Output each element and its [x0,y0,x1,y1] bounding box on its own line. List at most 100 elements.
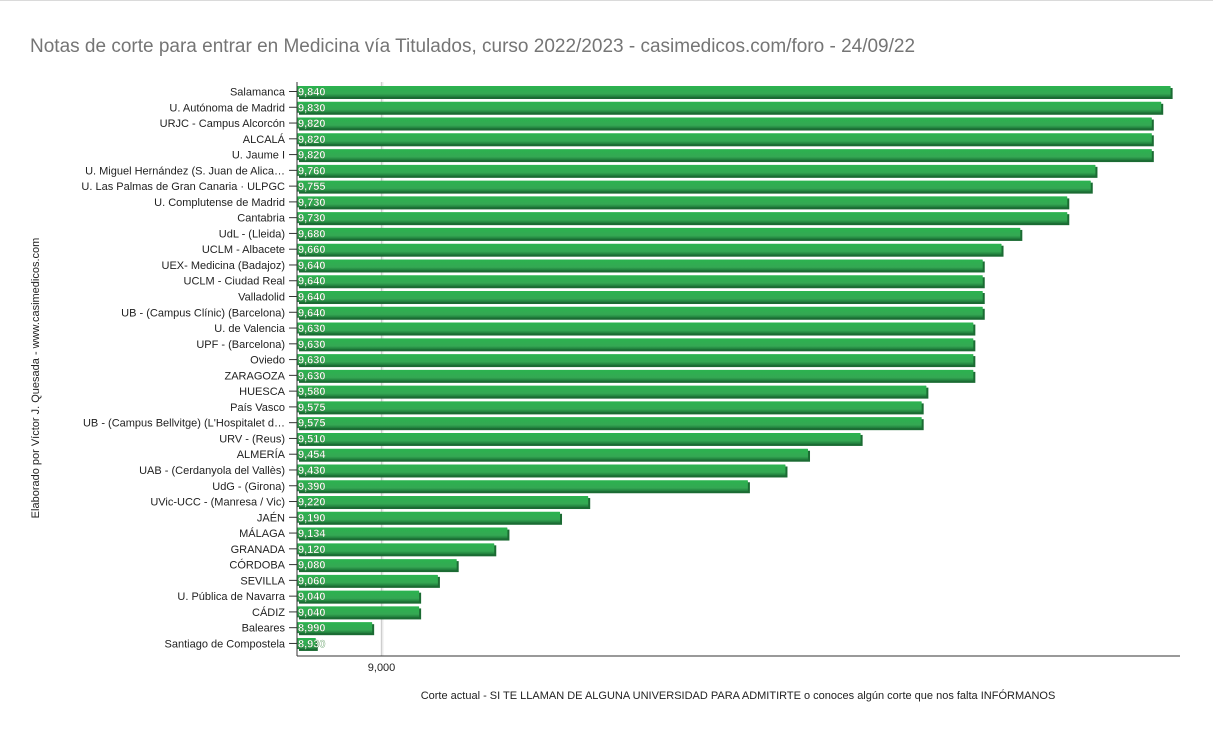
bar [297,527,508,539]
data-label: 9,454 [298,449,326,461]
data-label: 9,630 [298,323,326,335]
data-label: 9,820 [298,134,326,146]
bar [297,480,748,492]
category-label: Baleares [242,623,286,635]
data-label: 9,640 [298,307,326,319]
category-label: U. Las Palmas de Gran Canaria · ULPGC [81,181,285,193]
bar [297,133,1152,145]
data-label: 9,730 [298,197,326,209]
chart-title: Notas de corte para entrar en Medicina v… [30,36,916,57]
data-label: 9,060 [298,575,326,587]
bar [297,511,561,523]
bar [297,164,1096,176]
category-label: UPF - (Barcelona) [196,339,285,351]
category-label: UB - (Campus Bellvitge) (L'Hospitalet d… [83,418,285,430]
bar [297,180,1091,192]
data-label: 9,220 [298,497,326,509]
bar [297,86,1171,97]
data-label: 9,575 [298,418,326,430]
bar [297,637,316,649]
bar [297,338,974,350]
category-label: GRANADA [231,544,286,556]
data-label: 9,040 [298,607,326,619]
data-label: 9,430 [298,465,326,477]
data-label: 9,640 [298,292,326,304]
category-label: HUESCA [239,386,286,398]
category-label: UCLM - Ciudad Real [184,276,285,288]
category-label: U. Complutense de Madrid [154,197,285,209]
bar [297,574,438,586]
category-label: UCLM - Albacete [202,244,285,256]
category-label: MÁLAGA [239,527,286,540]
data-label: 9,730 [298,213,326,225]
bar [297,369,974,381]
data-label: 9,575 [298,402,326,414]
data-label: 9,660 [298,244,326,256]
category-label: URJC - Campus Alcorcón [160,118,285,130]
category-label: UAB - (Cerdanyola del Vallès) [139,465,285,477]
bar [297,432,861,444]
category-label: U. Pública de Navarra [177,591,285,603]
data-label: 8,930 [298,638,326,650]
category-label: ALMERÍA [237,448,286,461]
bar [297,401,922,413]
category-label: Valladolid [238,292,285,304]
bar [297,417,922,429]
bar [297,354,974,366]
category-label: ZARAGOZA [224,370,285,382]
bar [297,259,983,271]
bar [297,196,1068,208]
data-label: 9,080 [298,560,326,572]
category-label: País Vasco [230,402,285,414]
category-label: SEVILLA [240,575,285,587]
data-label: 9,680 [298,228,326,240]
bar [297,496,589,508]
data-label: 9,830 [298,102,326,114]
category-label: Oviedo [250,355,285,367]
bar [297,227,1021,239]
data-label: 9,840 [298,87,326,99]
data-label: 9,120 [298,544,326,556]
bar [297,590,420,602]
category-label: UB - (Campus Clínic) (Barcelona) [121,307,285,319]
category-label: UEX- Medicina (Badajoz) [162,260,286,272]
bar [297,291,983,303]
data-label: 8,990 [298,623,326,635]
category-label: ALCALÁ [243,133,286,146]
category-label: U. Jaume I [232,150,285,162]
data-label: 9,190 [298,512,326,524]
x-tick-label: 9,000 [368,662,396,674]
data-label: 9,390 [298,481,326,493]
bar [297,559,457,571]
data-label: 9,040 [298,591,326,603]
data-label: 9,510 [298,433,326,445]
category-label: U. Miguel Hernández (S. Juan de Alica… [85,165,285,177]
category-label: Salamanca [230,87,286,99]
category-label: URV - (Reus) [219,433,285,445]
data-label: 9,134 [298,528,326,540]
bar [297,322,974,334]
data-label: 9,580 [298,386,326,398]
bar [297,543,495,555]
category-label: UdL - (Lleida) [219,228,285,240]
top-border [0,0,1213,1]
data-label: 9,820 [298,150,326,162]
category-label: CÁDIZ [252,606,285,619]
category-label: JAÉN [257,511,285,524]
bar [297,606,420,618]
data-label: 9,640 [298,260,326,272]
data-label: 9,755 [298,181,326,193]
bar [297,306,983,318]
bar [297,101,1162,113]
bar [297,385,927,397]
data-label: 9,820 [298,118,326,130]
data-label: 9,630 [298,355,326,367]
data-label: 9,630 [298,339,326,351]
category-label: U. de Valencia [214,323,286,335]
category-label: Santiago de Compostela [165,638,286,650]
bar [297,212,1068,224]
bar [297,117,1152,129]
bar [297,622,373,634]
bar [297,448,809,460]
